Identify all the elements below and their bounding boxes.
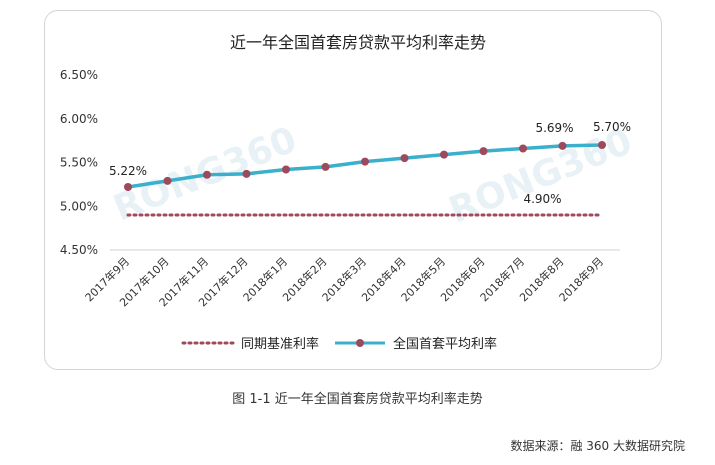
chart-frame (44, 10, 662, 370)
y-tick-label: 6.00% (60, 112, 98, 126)
y-tick-label: 6.50% (60, 68, 98, 82)
y-axis: 6.50% 6.00% 5.50% 5.00% 4.50% (60, 68, 98, 257)
y-tick-label: 5.50% (60, 156, 98, 170)
x-axis: 2017年9月2017年10月2017年11月2017年12月2018年1月20… (82, 249, 620, 309)
data-source: 数据来源：融 360 大数据研究院 (510, 439, 685, 453)
data-point (321, 162, 330, 171)
line-chart: RONG360 RONG360 近一年全国首套房贷款平均利率走势 6.50%6.… (60, 33, 638, 352)
data-point (558, 141, 567, 150)
data-point (203, 170, 211, 179)
legend-label-baseline: 同期基准利率 (241, 336, 319, 352)
y-tick-label: 5.00% (60, 199, 98, 213)
data-point (400, 154, 409, 163)
data-label: 4.90% (523, 192, 561, 206)
data-point (124, 183, 132, 191)
data-point (519, 144, 527, 153)
data-point (163, 176, 172, 185)
legend: 同期基准利率 全国首套平均利率 (181, 336, 497, 352)
data-label: 5.70% (593, 120, 631, 134)
y-tick-label: 4.50% (60, 243, 98, 257)
data-point (440, 150, 448, 159)
chart-title: 近一年全国首套房贷款平均利率走势 (230, 33, 486, 52)
data-point (361, 157, 369, 166)
data-label: 5.69% (535, 121, 573, 135)
data-label: 5.22% (109, 164, 147, 178)
data-point (282, 165, 290, 174)
data-labels: 5.22% 5.69% 5.70% 4.90% (109, 120, 631, 206)
series-layer (124, 141, 606, 217)
legend-label-average: 全国首套平均利率 (393, 336, 497, 352)
legend-marker-average (356, 339, 364, 347)
data-point (598, 141, 606, 149)
data-point (242, 169, 251, 178)
data-point (479, 147, 488, 156)
figure-caption: 图 1-1 近一年全国首套房贷款平均利率走势 (232, 392, 483, 407)
